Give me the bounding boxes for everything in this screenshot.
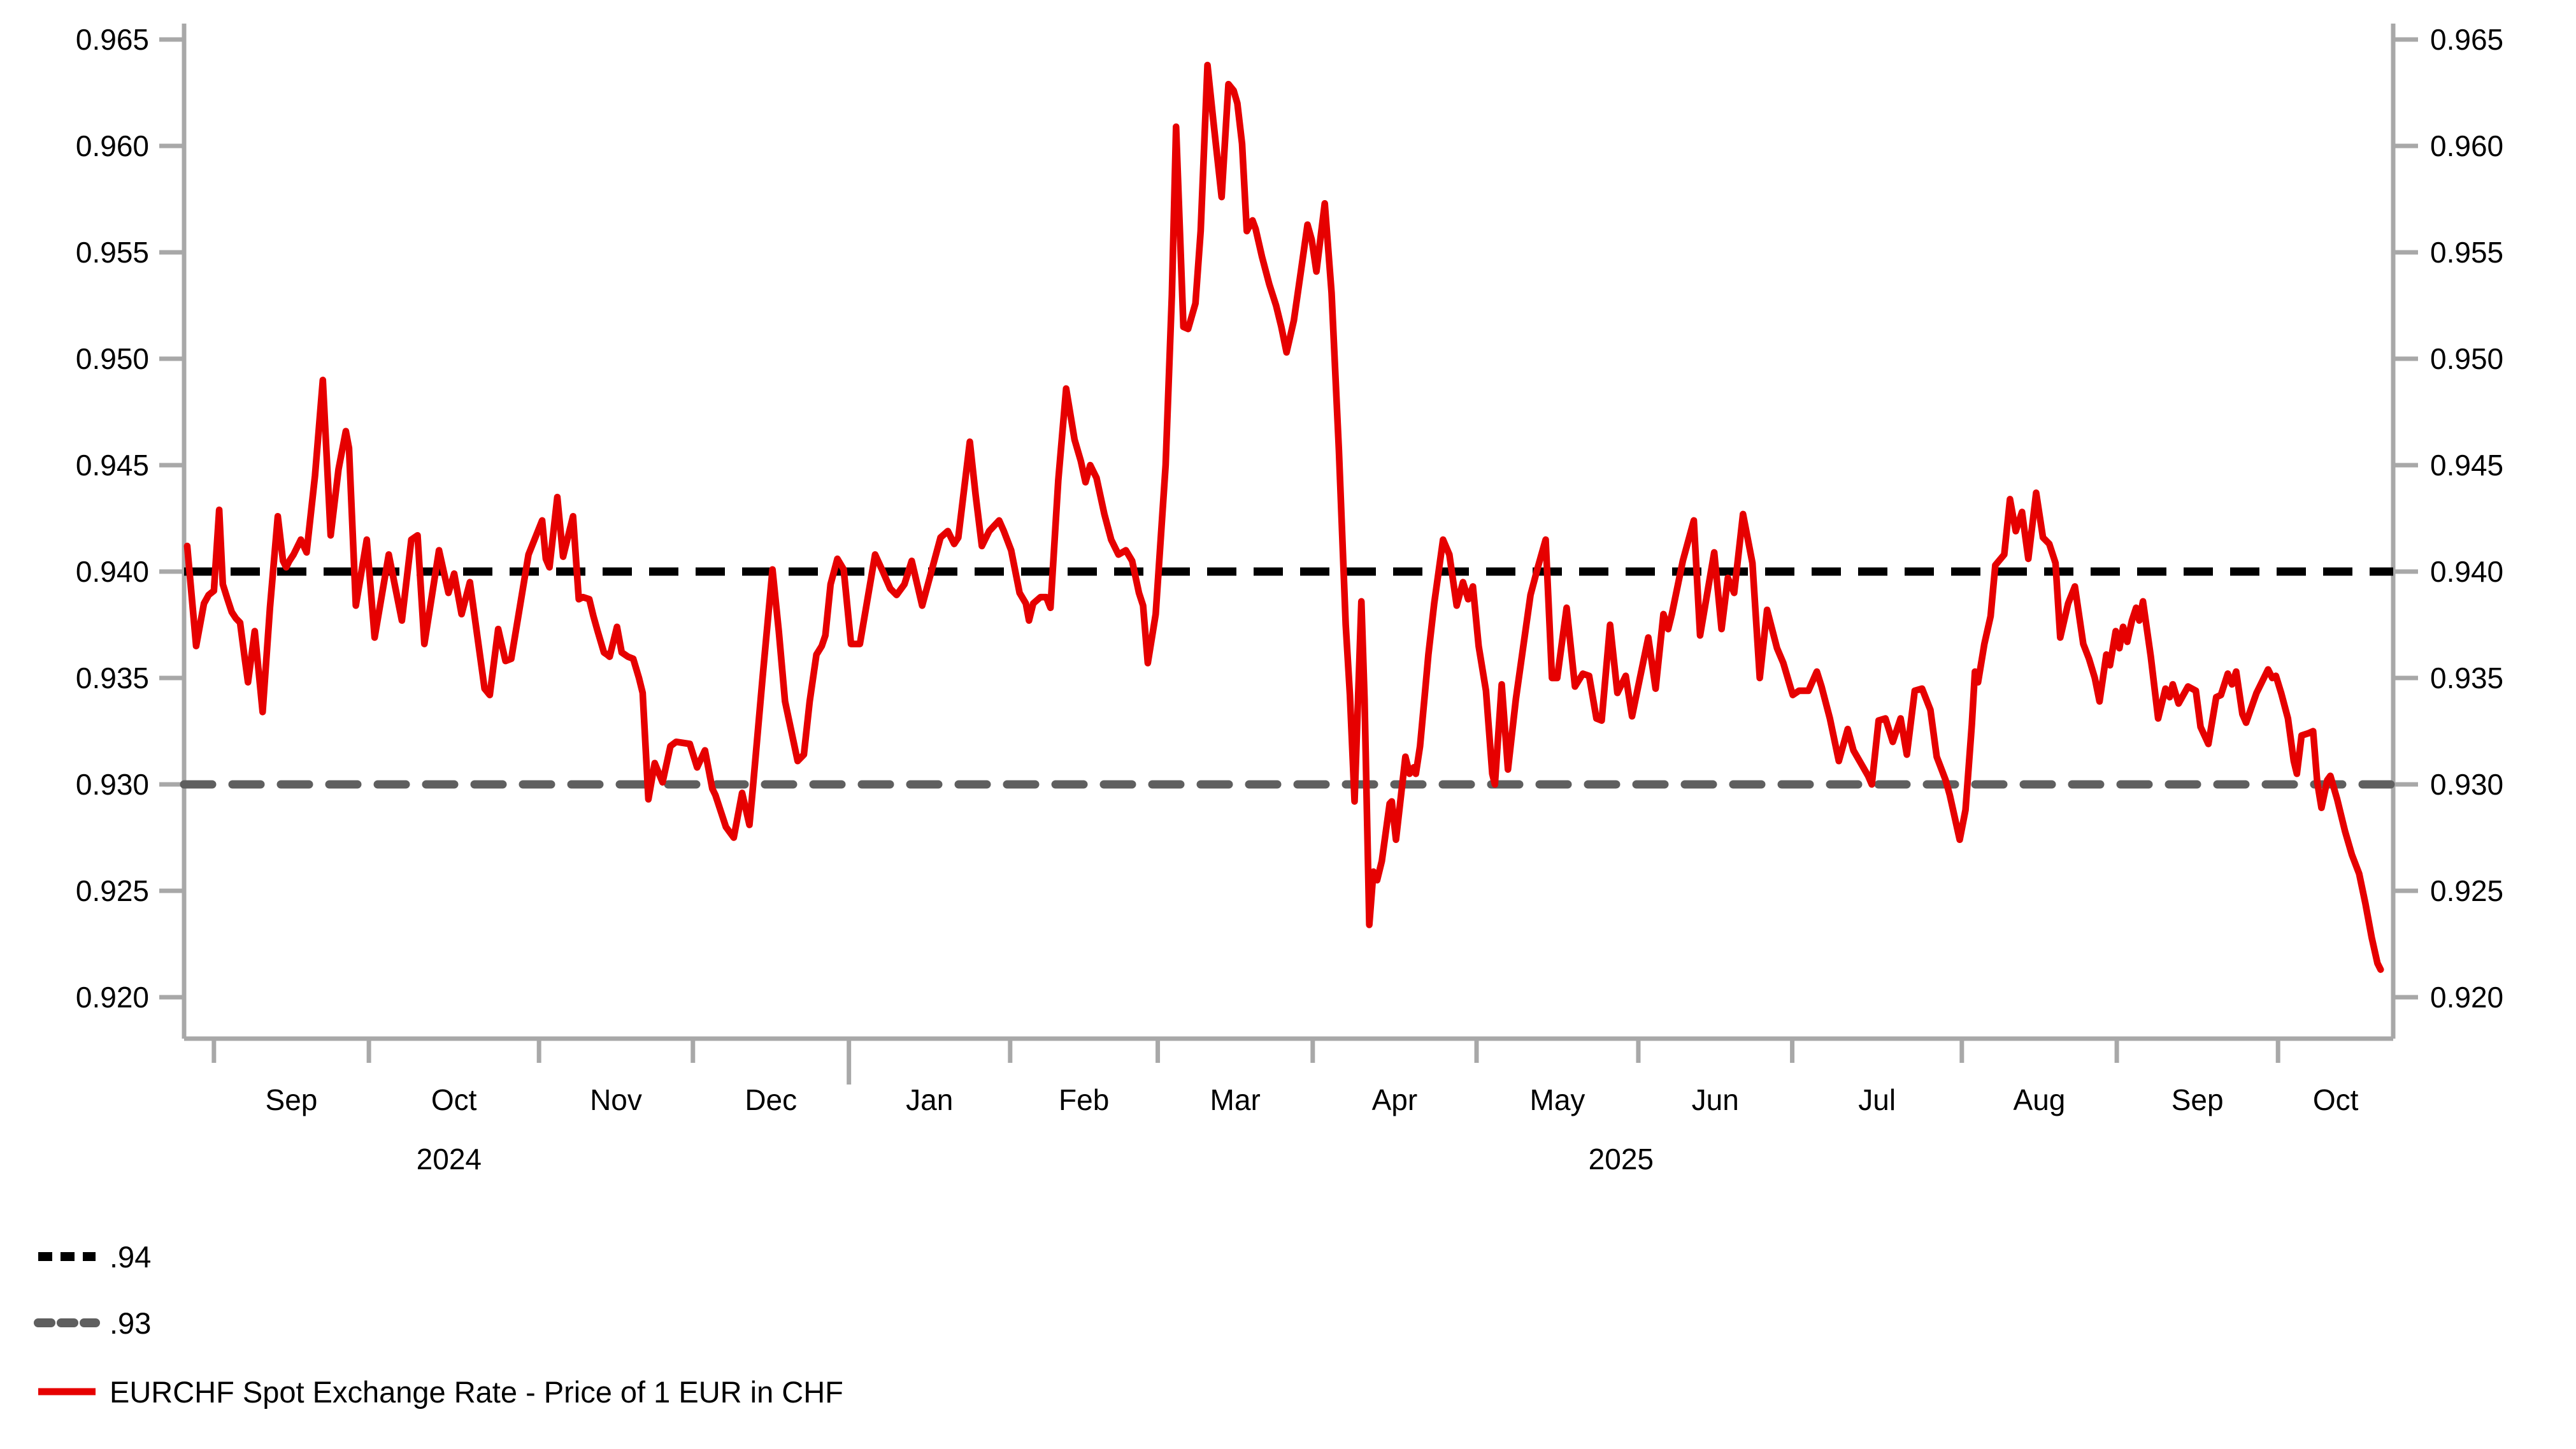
x-month-label: Nov xyxy=(590,1083,642,1116)
x-year-label: 2025 xyxy=(1589,1143,1654,1176)
legend-label-series: EURCHF Spot Exchange Rate - Price of 1 E… xyxy=(110,1375,843,1409)
y-tick-label-right: 0.920 xyxy=(2430,981,2503,1014)
y-tick-label-right: 0.965 xyxy=(2430,23,2503,56)
legend-item-ref93: .93 xyxy=(34,1306,151,1340)
y-tick-label-right: 0.950 xyxy=(2430,342,2503,375)
y-tick-label-left: 0.920 xyxy=(76,981,149,1014)
y-tick-label-right: 0.945 xyxy=(2430,449,2503,482)
y-tick-label-right: 0.955 xyxy=(2430,236,2503,269)
axes-group xyxy=(159,24,2418,1085)
x-month-label: Aug xyxy=(2014,1083,2066,1116)
x-month-label: Feb xyxy=(1059,1083,1109,1116)
y-tick-label-right: 0.960 xyxy=(2430,129,2503,162)
x-year-label: 2024 xyxy=(417,1143,482,1176)
eurchf-series-line xyxy=(183,61,2384,973)
x-month-label: Sep xyxy=(266,1083,318,1116)
x-month-label: May xyxy=(1530,1083,1585,1116)
x-month-label: Oct xyxy=(431,1083,477,1116)
x-axis-labels-group: Sep Oct Nov Dec Jan Feb Mar Apr May Jun Jul Aug Sep O… xyxy=(266,1083,2359,1176)
y-tick-label-left: 0.960 xyxy=(76,129,149,162)
y-tick-label-right: 0.925 xyxy=(2430,874,2503,907)
x-month-label: Jun xyxy=(1692,1083,1739,1116)
legend-label-ref94: .94 xyxy=(110,1240,151,1274)
y-tick-label-left: 0.965 xyxy=(76,23,149,56)
y-axis-labels-group: 0.920 0.920 0.925 0.925 0.930 0.930 0.935 0.935… xyxy=(76,23,2503,1014)
legend-item-ref94: .94 xyxy=(38,1240,151,1274)
y-tick-label-left: 0.940 xyxy=(76,555,149,588)
legend-label-ref93: .93 xyxy=(110,1306,151,1340)
x-month-label: Apr xyxy=(1372,1083,1418,1116)
reference-lines-group xyxy=(180,567,2398,789)
x-month-label: Dec xyxy=(745,1083,797,1116)
legend-item-series: EURCHF Spot Exchange Rate - Price of 1 E… xyxy=(38,1375,843,1409)
y-tick-label-left: 0.935 xyxy=(76,661,149,695)
x-month-label: Jan xyxy=(906,1083,953,1116)
y-tick-label-left: 0.945 xyxy=(76,449,149,482)
x-month-label: Oct xyxy=(2313,1083,2359,1116)
legend: .94 .93 EURCHF Spot Exchange Rate - Pric… xyxy=(34,1240,843,1409)
y-tick-label-right: 0.935 xyxy=(2430,661,2503,695)
y-tick-label-left: 0.925 xyxy=(76,874,149,907)
y-tick-label-left: 0.930 xyxy=(76,768,149,801)
y-tick-label-right: 0.930 xyxy=(2430,768,2503,801)
y-tick-label-left: 0.955 xyxy=(76,236,149,269)
series-group xyxy=(183,61,2384,973)
y-tick-label-right: 0.940 xyxy=(2430,555,2503,588)
y-tick-label-left: 0.950 xyxy=(76,342,149,375)
x-month-label: Jul xyxy=(1858,1083,1896,1116)
x-month-label: Mar xyxy=(1210,1083,1261,1116)
x-month-label: Sep xyxy=(2172,1083,2224,1116)
